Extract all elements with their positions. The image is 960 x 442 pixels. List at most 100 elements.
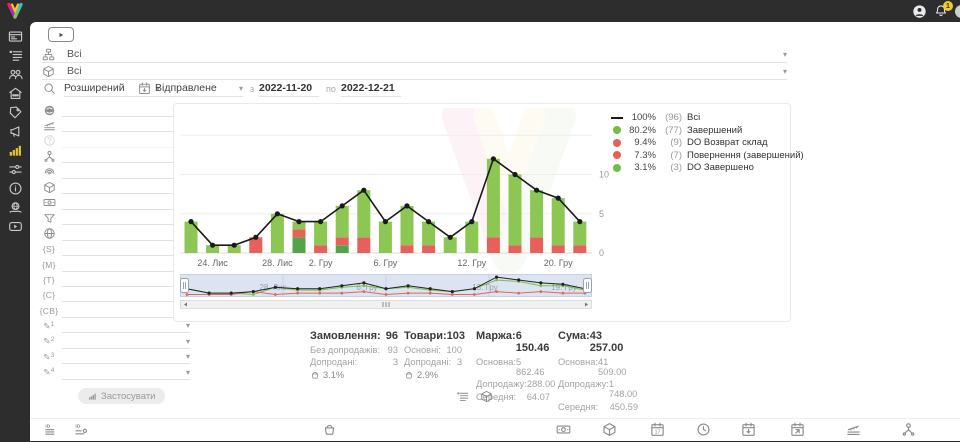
legend-item-1[interactable]: 100% (96) Всі [609, 112, 787, 124]
sidebar-info-icon[interactable] [4, 181, 26, 196]
toolbar-id-link-icon[interactable]: ID [74, 422, 89, 442]
svg-text:5: 5 [599, 209, 604, 219]
search-mode-select[interactable]: Розширений ▾ [64, 80, 160, 97]
filter-dropdown[interactable]: ▾ [62, 350, 190, 365]
filter-dropdown[interactable]: ▾ [62, 180, 190, 195]
toolbar-org-icon[interactable] [901, 422, 916, 442]
toolbar-clock-icon[interactable] [696, 422, 711, 442]
bottom-toolbar: ID ID 17 [30, 418, 960, 441]
search-mode-value: Розширений [64, 82, 125, 94]
sidebar-video-icon[interactable] [4, 219, 26, 234]
filter-panel-row-3: ▾ [40, 134, 190, 148]
date-to-label: по [326, 84, 336, 94]
filter-dropdown[interactable]: ▾ [62, 134, 190, 148]
apply-button[interactable]: Застосувати [78, 388, 166, 404]
svg-text:0: 0 [599, 248, 604, 258]
filter-panel-row-16: ✎ 2 ▾ [40, 335, 190, 349]
play-tour-button[interactable] [48, 27, 74, 42]
filter-dropdown[interactable]: ▾ [62, 211, 190, 226]
date-from-input[interactable]: 2022-11-20 [259, 80, 319, 97]
scroll-right-icon[interactable] [585, 302, 588, 307]
account-icon[interactable] [912, 4, 927, 19]
filter-dropdown[interactable]: ▾ [62, 227, 190, 241]
legend-item-5[interactable]: 3.1% (3) DO Завершено [609, 162, 787, 174]
stat-foot: 2.9% [404, 370, 462, 380]
navigator-handle[interactable] [583, 278, 592, 293]
text-icon: ✎ 2 [43, 336, 55, 347]
filter-dropdown[interactable]: ▾ [62, 196, 190, 210]
sidebar-users-icon[interactable] [4, 67, 26, 82]
sidebar-sliders-icon[interactable] [4, 162, 26, 177]
navigator-handle[interactable] [180, 278, 189, 293]
sidebar-world-hands-icon[interactable] [4, 200, 26, 215]
text-icon: {S} [42, 244, 56, 255]
filter-dropdown[interactable]: ▾ [62, 273, 190, 287]
notifications-bell-icon[interactable]: 1 [934, 1, 953, 18]
scroll-left-icon[interactable] [184, 302, 187, 307]
chart-navigator[interactable]: 28. Лис 6. Гру 13. Гру 19. Гру [180, 274, 592, 310]
filter-dropdown[interactable]: ▾ [62, 103, 190, 117]
filter-dropdown[interactable]: ▾ [62, 165, 190, 179]
toolbar-package-icon[interactable] [602, 422, 617, 442]
search-filter-row: Розширений ▾ Відправлене ▾ з 2022-11-20 … [30, 80, 790, 97]
toolbar-calendar-export-icon[interactable] [790, 422, 805, 442]
globe-icon [40, 227, 58, 240]
filter-panel-row-9: ▾ [40, 227, 190, 241]
legend-item-4[interactable]: 7.3% (7) Повернення (завершений) [609, 149, 804, 162]
svg-text:17: 17 [655, 429, 661, 435]
legend-item-3[interactable]: 9.4% (9) DO Возврат склад [609, 137, 787, 149]
legend-label: Всі [687, 112, 701, 124]
toolbar-calendar-date-icon[interactable]: 17 [650, 422, 665, 442]
stat-column-1: Замовлення: 96 Без допродажів: 93 Допродані:… [310, 330, 398, 380]
avatar[interactable] [955, 4, 960, 18]
svg-text:13. Гру: 13. Гру [472, 283, 498, 292]
toolbar-calendar-down-icon[interactable] [741, 422, 756, 442]
filter-product-value: Всі [67, 65, 82, 77]
filter-row-product[interactable]: Всі ▾ [42, 63, 787, 80]
search-icon[interactable] [43, 82, 56, 100]
date-to-input[interactable]: 2022-12-21 [341, 80, 401, 97]
orders-chart: 0 5 10 24. Лис 28. Лис 2. Гру 6. Гру 12. Гру 20.… [180, 134, 609, 268]
filter-panel-row-14: {CB}▾ [40, 304, 190, 318]
filter-dropdown[interactable]: ▾ [62, 335, 190, 349]
filter-dropdown[interactable]: ▾ [62, 319, 190, 334]
calendar-icon [138, 82, 151, 100]
legend-count: (77) [665, 124, 682, 136]
date-type-select[interactable]: Відправлене ▾ [155, 80, 243, 97]
toolbar-money-icon[interactable] [556, 422, 571, 442]
toggle-package-icon[interactable] [480, 390, 493, 408]
date-to-value: 2022-12-21 [341, 82, 395, 94]
svg-text:12. Гру: 12. Гру [457, 258, 486, 268]
sidebar-store-icon[interactable] [4, 86, 26, 101]
stat-title: Замовлення: 96 [310, 330, 398, 342]
left-sidebar [0, 22, 30, 440]
toolbar-id-list-icon[interactable]: ID [44, 422, 59, 442]
stat-title: Сума: 43 257.00 [558, 330, 624, 354]
filter-panel-row-1: ▾ [40, 103, 190, 117]
ruler-icon [40, 119, 58, 132]
legend-item-2[interactable]: 80.2% (77) Завершений [609, 125, 787, 137]
filter-dropdown[interactable]: ▾ [62, 258, 190, 272]
stat-row: Без допродажів: 93 [310, 344, 398, 355]
filter-row-status[interactable]: Всі ▾ [42, 46, 787, 63]
filter-dropdown[interactable]: ▾ [62, 242, 190, 257]
toggle-list-icon[interactable] [456, 390, 469, 408]
sidebar-chart-bars-icon[interactable] [4, 143, 26, 158]
filter-dropdown[interactable]: ▾ [62, 118, 190, 133]
legend-count: (7) [670, 149, 682, 161]
sidebar-card-icon[interactable] [4, 29, 26, 44]
legend-percent: 7.3% [634, 149, 656, 161]
toolbar-ruler-icon[interactable] [846, 422, 861, 442]
filter-dropdown[interactable]: ▾ [62, 149, 190, 164]
filter-panel-row-15: ✎ 1 ▾ [40, 319, 190, 334]
sidebar-megaphone-icon[interactable] [4, 124, 26, 139]
filter-dropdown[interactable]: ▾ [62, 288, 190, 303]
filter-dropdown[interactable]: ▾ [62, 304, 190, 318]
toolbar-basket-icon[interactable] [322, 422, 337, 442]
caret-down-icon: ▾ [185, 367, 190, 377]
sidebar-list-icon[interactable] [4, 48, 26, 63]
app-logo-icon[interactable] [5, 2, 25, 20]
sidebar-tag-icon[interactable] [4, 105, 26, 120]
question-icon [40, 134, 58, 147]
filter-dropdown[interactable]: ▾ [62, 366, 190, 380]
